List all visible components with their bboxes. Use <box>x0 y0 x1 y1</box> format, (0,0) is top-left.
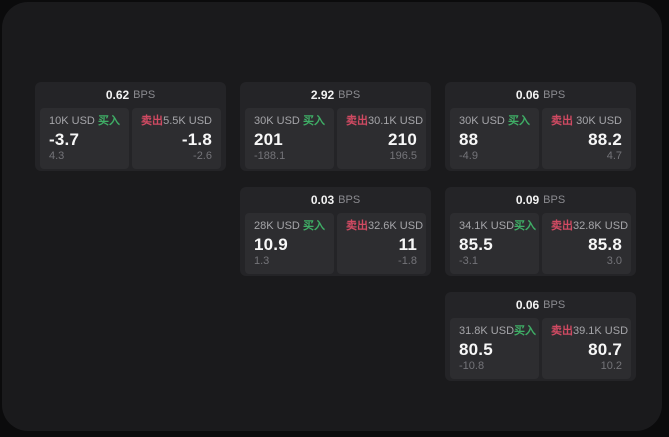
quote-card: 0.06 BPS 30K USD 买入 88 -4.9 卖出 30K USD 8… <box>445 82 636 171</box>
buy-label: 买入 <box>303 115 325 127</box>
sell-size: 30K USD <box>576 115 622 127</box>
sell-size: 32.8K USD <box>573 220 629 232</box>
sell-size: 5.5K USD <box>163 115 212 127</box>
sell-delta: 196.5 <box>389 150 417 162</box>
buy-tile[interactable]: 31.8K USD 买入 80.5 -10.8 <box>450 318 539 379</box>
buy-label: 买入 <box>508 115 530 127</box>
buy-tile[interactable]: 30K USD 买入 88 -4.9 <box>450 108 539 169</box>
sell-label: 卖出 <box>141 115 163 127</box>
buy-size: 28K USD <box>254 220 300 232</box>
bps-value: 0.09 <box>515 193 540 207</box>
sell-label: 卖出 <box>346 115 368 127</box>
bps-unit-label: BPS <box>133 89 156 101</box>
buy-tile[interactable]: 34.1K USD 买入 85.5 -3.1 <box>450 213 539 274</box>
sell-delta: -2.6 <box>193 150 212 162</box>
card-body: 30K USD 买入 201 -188.1 卖出 30.1K USD 210 1… <box>240 108 431 171</box>
quote-card: 0.09 BPS 34.1K USD 买入 85.5 -3.1 卖出 32.8K… <box>445 187 636 276</box>
buy-delta: -10.8 <box>459 360 485 372</box>
quote-card: 0.06 BPS 31.8K USD 买入 80.5 -10.8 卖出 39.1… <box>445 292 636 381</box>
bps-header: 0.09 BPS <box>445 187 636 213</box>
bps-value: 0.06 <box>515 298 540 312</box>
bps-header: 0.06 BPS <box>445 82 636 108</box>
sell-value: -1.8 <box>181 130 212 149</box>
card-body: 28K USD 买入 10.9 1.3 卖出 32.6K USD 11 -1.8 <box>240 213 431 276</box>
sell-label: 卖出 <box>551 325 573 337</box>
bps-header: 0.06 BPS <box>445 292 636 318</box>
buy-tile[interactable]: 28K USD 买入 10.9 1.3 <box>245 213 334 274</box>
sell-delta: 10.2 <box>600 360 622 372</box>
sell-tile[interactable]: 卖出 30.1K USD 210 196.5 <box>337 108 426 169</box>
buy-delta: 1.3 <box>254 255 270 267</box>
buy-label: 买入 <box>514 325 537 337</box>
bps-header: 0.62 BPS <box>35 82 226 108</box>
buy-delta: -3.1 <box>459 255 478 267</box>
quote-card: 2.92 BPS 30K USD 买入 201 -188.1 卖出 30.1K … <box>240 82 431 171</box>
bps-unit-label: BPS <box>543 89 566 101</box>
sell-tile[interactable]: 卖出 32.6K USD 11 -1.8 <box>337 213 426 274</box>
buy-size: 10K USD <box>49 115 95 127</box>
sell-label: 卖出 <box>551 115 573 127</box>
buy-value: 10.9 <box>254 235 288 254</box>
buy-value: 80.5 <box>459 340 493 359</box>
bps-value: 2.92 <box>310 88 335 102</box>
sell-delta: 3.0 <box>606 255 622 267</box>
buy-value: 88 <box>459 130 479 149</box>
buy-value: 201 <box>254 130 283 149</box>
card-body: 34.1K USD 买入 85.5 -3.1 卖出 32.8K USD 85.8… <box>445 213 636 276</box>
sell-value: 85.8 <box>588 235 622 254</box>
card-body: 31.8K USD 买入 80.5 -10.8 卖出 39.1K USD 80.… <box>445 318 636 381</box>
buy-delta: -188.1 <box>254 150 286 162</box>
sell-tile[interactable]: 卖出 39.1K USD 80.7 10.2 <box>542 318 631 379</box>
sell-size: 30.1K USD <box>368 115 424 127</box>
buy-value: 85.5 <box>459 235 493 254</box>
bps-unit-label: BPS <box>543 194 566 206</box>
card-body: 30K USD 买入 88 -4.9 卖出 30K USD 88.2 4.7 <box>445 108 636 171</box>
buy-tile[interactable]: 30K USD 买入 201 -188.1 <box>245 108 334 169</box>
bps-header: 0.03 BPS <box>240 187 431 213</box>
buy-size: 34.1K USD <box>459 220 515 232</box>
sell-label: 卖出 <box>551 220 573 232</box>
bps-unit-label: BPS <box>543 299 566 311</box>
quote-card: 0.62 BPS 10K USD 买入 -3.7 4.3 卖出 5.5K USD… <box>35 82 226 171</box>
sell-size: 39.1K USD <box>573 325 629 337</box>
sell-label: 卖出 <box>346 220 368 232</box>
bps-value: 0.06 <box>515 88 540 102</box>
bps-value: 0.03 <box>310 193 335 207</box>
bps-unit-label: BPS <box>338 194 361 206</box>
buy-size: 30K USD <box>254 115 300 127</box>
bps-unit-label: BPS <box>338 89 361 101</box>
quote-card-grid: 0.62 BPS 10K USD 买入 -3.7 4.3 卖出 5.5K USD… <box>35 82 636 381</box>
buy-delta: -4.9 <box>459 150 478 162</box>
sell-size: 32.6K USD <box>368 220 424 232</box>
sell-value: 80.7 <box>588 340 622 359</box>
sell-delta: -1.8 <box>398 255 417 267</box>
buy-tile[interactable]: 10K USD 买入 -3.7 4.3 <box>40 108 129 169</box>
sell-tile[interactable]: 卖出 32.8K USD 85.8 3.0 <box>542 213 631 274</box>
bps-value: 0.62 <box>105 88 130 102</box>
buy-label: 买入 <box>514 220 537 232</box>
bps-header: 2.92 BPS <box>240 82 431 108</box>
sell-value: 88.2 <box>588 130 622 149</box>
sell-tile[interactable]: 卖出 30K USD 88.2 4.7 <box>542 108 631 169</box>
card-body: 10K USD 买入 -3.7 4.3 卖出 5.5K USD -1.8 -2.… <box>35 108 226 171</box>
buy-label: 买入 <box>98 115 120 127</box>
sell-value: 11 <box>398 235 417 254</box>
sell-value: 210 <box>388 130 417 149</box>
buy-size: 31.8K USD <box>459 325 515 337</box>
sell-tile[interactable]: 卖出 5.5K USD -1.8 -2.6 <box>132 108 221 169</box>
buy-label: 买入 <box>303 220 325 232</box>
sell-delta: 4.7 <box>606 150 622 162</box>
buy-value: -3.7 <box>49 130 80 149</box>
buy-delta: 4.3 <box>49 150 65 162</box>
buy-size: 30K USD <box>459 115 505 127</box>
quote-card: 0.03 BPS 28K USD 买入 10.9 1.3 卖出 32.6K US… <box>240 187 431 276</box>
